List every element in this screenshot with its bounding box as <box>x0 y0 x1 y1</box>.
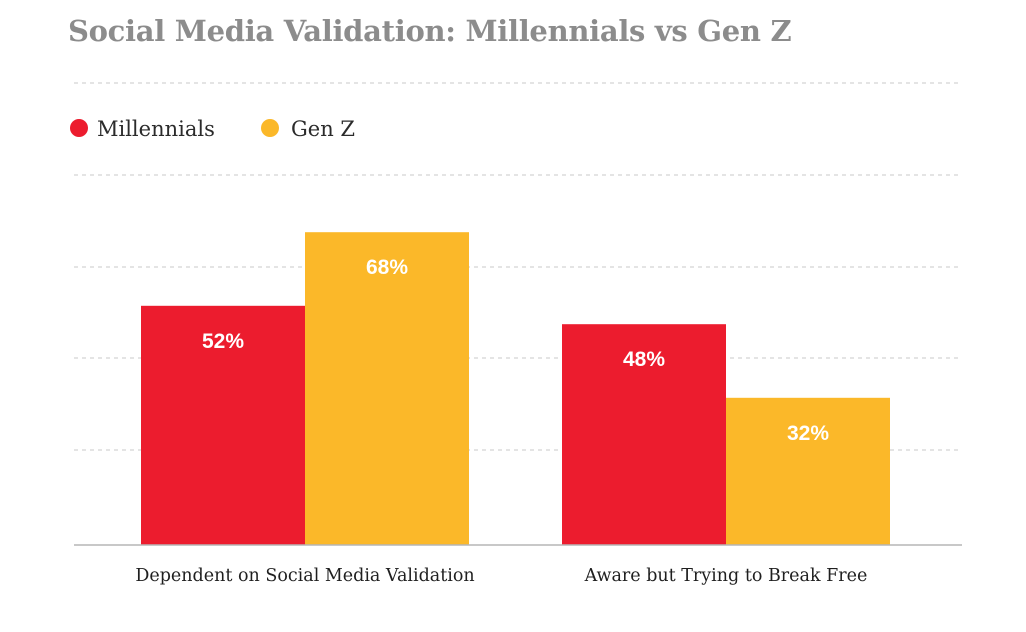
data-label: 32% <box>787 422 829 445</box>
legend-label: Gen Z <box>291 117 355 141</box>
legend-swatch-millennials <box>70 119 88 137</box>
bar-millennials-2 <box>562 324 726 545</box>
bar-gen-z-1 <box>305 232 469 545</box>
data-label: 52% <box>202 330 244 353</box>
category-label: Dependent on Social Media Validation <box>135 566 474 586</box>
chart-title: Social Media Validation: Millennials vs … <box>68 14 792 48</box>
bar-millennials-1 <box>141 305 305 545</box>
legend-swatch-gen-z <box>261 119 279 137</box>
x-axis: Dependent on Social Media Validation Awar… <box>74 544 962 586</box>
bars: 52% 68% 48% 32% <box>141 232 890 545</box>
category-label: Aware but Trying to Break Free <box>584 566 868 586</box>
data-label: 68% <box>366 256 408 279</box>
legend: Millennials Gen Z <box>70 117 355 141</box>
legend-label: Millennials <box>97 117 215 141</box>
bar-gen-z-2 <box>726 397 890 545</box>
data-label: 48% <box>623 348 665 371</box>
